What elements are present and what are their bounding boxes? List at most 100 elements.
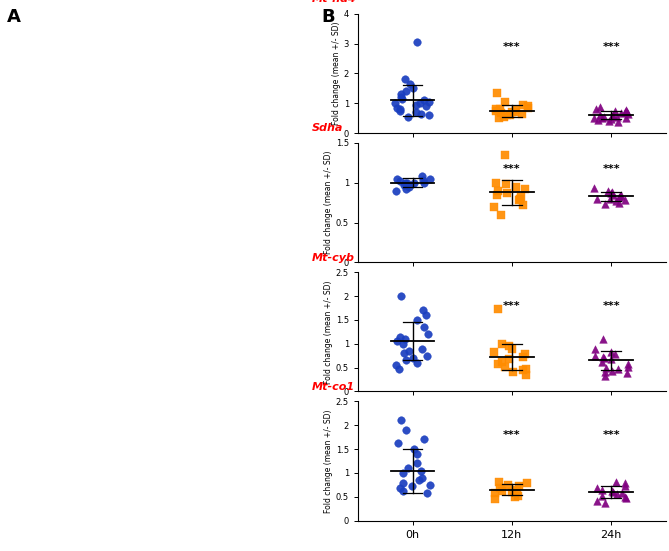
Point	[396, 415, 407, 424]
Point	[502, 111, 512, 120]
Point	[514, 196, 524, 204]
Point	[622, 369, 632, 378]
Point	[492, 186, 503, 195]
Text: Mt-co1: Mt-co1	[312, 382, 355, 392]
Point	[612, 117, 623, 126]
Point	[615, 192, 626, 201]
Point	[407, 482, 417, 491]
Y-axis label: Fold change (mean +/- SD): Fold change (mean +/- SD)	[324, 151, 333, 255]
Point	[510, 105, 521, 114]
Point	[399, 181, 409, 190]
Point	[591, 484, 602, 493]
Point	[619, 107, 630, 116]
Point	[609, 106, 620, 115]
Point	[411, 108, 421, 117]
Point	[490, 495, 500, 504]
Point	[412, 316, 423, 325]
Point	[491, 104, 502, 113]
Point	[510, 493, 520, 501]
Point	[622, 109, 633, 118]
Point	[397, 94, 407, 103]
Point	[420, 311, 431, 320]
Point	[401, 185, 411, 193]
Point	[409, 445, 419, 453]
Point	[519, 185, 530, 193]
Point	[605, 195, 615, 203]
Point	[401, 356, 411, 365]
Point	[619, 196, 630, 204]
Text: ***: ***	[602, 301, 620, 311]
Point	[390, 99, 401, 107]
Point	[399, 334, 410, 343]
Point	[504, 355, 514, 364]
Point	[411, 37, 422, 46]
Point	[611, 112, 622, 121]
Point	[595, 110, 605, 119]
Point	[617, 489, 628, 498]
Point	[499, 112, 510, 121]
Point	[490, 106, 501, 115]
Point	[622, 108, 632, 117]
Point	[589, 345, 600, 354]
Point	[395, 105, 405, 114]
Point	[501, 188, 512, 197]
Point	[396, 291, 407, 300]
Point	[614, 198, 625, 207]
Point	[408, 84, 419, 93]
Point	[391, 361, 401, 370]
Point	[611, 197, 622, 206]
Text: A: A	[7, 8, 21, 26]
Point	[393, 439, 403, 448]
Point	[419, 434, 430, 443]
Point	[507, 488, 518, 496]
Point	[621, 493, 632, 502]
Point	[512, 491, 523, 500]
Point	[420, 102, 431, 111]
Point	[508, 368, 518, 377]
Point	[403, 464, 413, 473]
Point	[589, 184, 599, 193]
Text: Mt-cyb: Mt-cyb	[312, 253, 355, 263]
Point	[516, 109, 527, 118]
Point	[607, 111, 618, 120]
Point	[609, 350, 620, 359]
Point	[512, 485, 522, 494]
Point	[392, 174, 403, 183]
Point	[401, 425, 411, 434]
Point	[391, 103, 402, 112]
Point	[611, 490, 622, 499]
Point	[405, 79, 415, 88]
Point	[606, 111, 617, 120]
Point	[418, 176, 429, 185]
Point	[592, 496, 603, 505]
Point	[597, 485, 607, 494]
Point	[412, 459, 423, 468]
Point	[398, 349, 409, 358]
Point	[520, 370, 531, 379]
Point	[424, 98, 435, 106]
Point	[411, 100, 421, 109]
Point	[403, 112, 413, 121]
Point	[519, 350, 530, 359]
Point	[606, 366, 617, 375]
Point	[517, 366, 528, 375]
Point	[412, 359, 423, 368]
Point	[598, 334, 609, 343]
Y-axis label: Fold change (mean +/- SD): Fold change (mean +/- SD)	[324, 409, 333, 513]
Point	[610, 477, 621, 486]
Point	[421, 489, 432, 498]
Point	[619, 493, 630, 501]
Point	[417, 172, 427, 181]
Point	[514, 195, 525, 203]
Point	[597, 491, 607, 500]
Point	[496, 109, 506, 117]
Point	[496, 339, 507, 348]
Point	[418, 323, 429, 332]
Point	[500, 150, 510, 159]
Point	[494, 477, 504, 486]
Point	[615, 109, 626, 117]
Point	[399, 179, 410, 187]
Text: Mt-nd4: Mt-nd4	[312, 0, 357, 4]
Point	[393, 364, 404, 373]
Point	[407, 354, 418, 363]
